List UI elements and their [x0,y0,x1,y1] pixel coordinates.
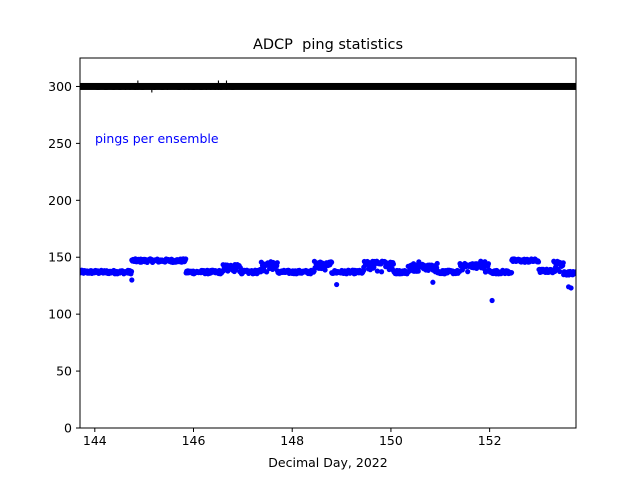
ping-point [572,269,576,275]
y-axis: 0 50 100 150 200 250 300 [48,79,80,436]
ping-point [274,260,280,266]
series-layer [80,82,576,304]
ping-point [390,261,396,267]
x-tick-label: 150 [379,433,403,448]
ping-point [128,268,135,275]
ping-point [557,268,563,275]
ping-point [434,260,440,267]
ping-point [465,269,471,275]
ping-outlier-point [129,277,135,283]
x-axis-label: Decimal Day, 2022 [268,455,387,470]
y-tick-label: 50 [56,364,72,379]
seconds-per-ensemble-series [80,82,576,90]
ping-point [378,269,385,275]
ping-point [535,259,542,265]
plot-frame [79,57,577,429]
ping-point [329,259,335,265]
plot-area [80,82,576,304]
ping-point [406,268,412,275]
pings-per-ensemble-series [80,256,576,304]
x-tick-label: 144 [83,433,107,448]
ping-point [322,267,328,273]
ping-point [560,260,566,266]
ping-outlier-point [430,279,436,285]
ping-point [415,268,421,274]
ping-point [264,269,270,275]
pings-per-ensemble-annotation: pings per ensemble [95,131,219,146]
y-tick-label: 200 [48,193,72,208]
y-tick-label: 150 [48,250,72,265]
x-axis: 144 146 148 150 152 [83,428,502,448]
ping-outlier-point [568,285,574,291]
ping-point [485,261,492,267]
x-tick-label: 146 [182,433,206,448]
y-tick-label: 250 [48,136,72,151]
y-tick-label: 300 [48,79,72,94]
y-tick-label: 0 [64,421,72,436]
ping-point [183,256,189,262]
chart-title: ADCP ping statistics [253,37,403,53]
annotation-layer: seconds per ensemble pings per ensemble [95,78,236,146]
ping-outlier-point [489,297,495,304]
x-tick-label: 148 [280,433,304,448]
y-tick-label: 100 [48,307,72,322]
seconds-per-ensemble-annotation: seconds per ensemble [95,78,236,93]
x-tick-label: 152 [478,433,502,448]
ping-point [508,269,515,276]
ping-outlier-point [334,281,340,288]
ping-point [374,268,381,274]
